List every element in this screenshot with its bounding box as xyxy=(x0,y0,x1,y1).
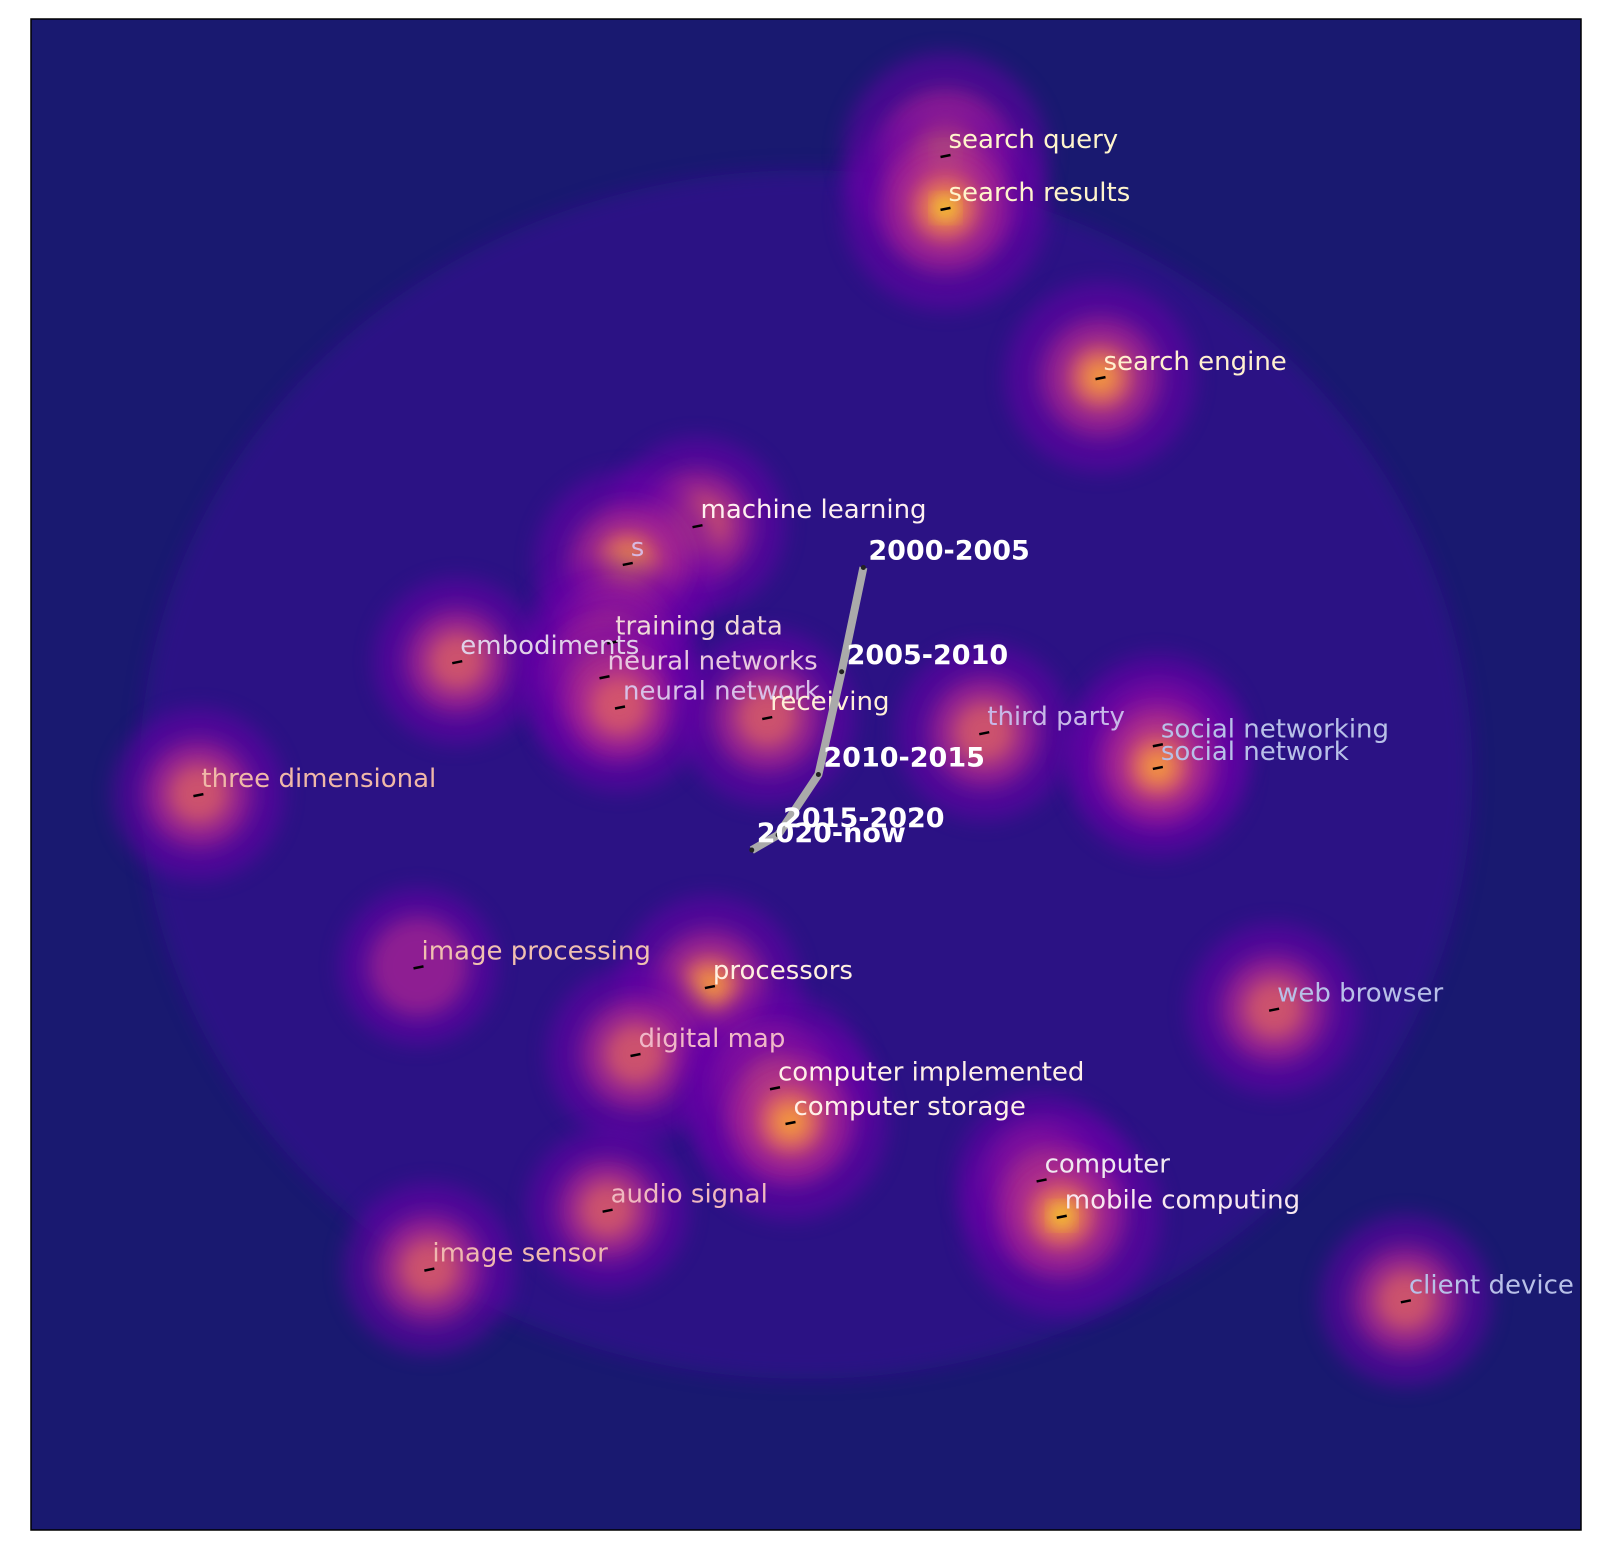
keyword-label: embodiments xyxy=(460,631,639,661)
keyword-computer-storage: computer storage xyxy=(785,1092,1026,1126)
keyword-label: training data xyxy=(615,612,783,642)
keyword-audio-signal: audio signal xyxy=(602,1180,768,1213)
keyword-computer: computer xyxy=(1036,1149,1171,1183)
trajectory-label: 2010-2015 xyxy=(823,743,985,774)
keyword-search-query: search query xyxy=(940,125,1119,159)
keyword-receiving: receiving xyxy=(762,687,889,721)
keyword-label: social networking xyxy=(1161,714,1389,744)
trajectory-label: 2000-2005 xyxy=(868,535,1030,566)
keyword-label: three dimensional xyxy=(201,764,436,794)
trajectory-marker xyxy=(815,772,821,777)
trajectory-marker xyxy=(775,832,781,838)
keyword-label: processors xyxy=(713,956,853,986)
keyword-marker xyxy=(940,153,951,159)
keyword-label: image processing xyxy=(422,936,651,966)
keyword-label: search results xyxy=(949,178,1131,208)
keyword-computer-implemented: computer implemented xyxy=(769,1057,1084,1091)
keyword-marker xyxy=(692,523,703,529)
keyword-social-network: social network xyxy=(1152,737,1349,771)
keyword-label: computer xyxy=(1045,1149,1171,1179)
keyword-marker xyxy=(630,1052,641,1058)
keyword-label: image sensor xyxy=(432,1239,608,1269)
trajectory-label: 2015-2020 xyxy=(783,803,945,834)
trajectory-point-2020-now: 2020-now xyxy=(749,818,906,853)
trajectory-point-2015-2020: 2015-2020 xyxy=(775,803,945,838)
keyword-machine-learning: machine learning xyxy=(692,495,927,529)
keyword-social-networking: social networking xyxy=(1152,714,1389,748)
keyword-label: social network xyxy=(1161,737,1349,767)
keyword-label: client device xyxy=(1409,1270,1574,1300)
keyword-client-device: client device xyxy=(1400,1270,1574,1304)
keyword-mobile-computing: mobile computing xyxy=(1056,1186,1300,1219)
keyword-marker xyxy=(979,730,990,736)
keyword-marker xyxy=(1152,765,1164,771)
keyword-three-dimensional: three dimensional xyxy=(193,764,436,798)
keyword-marker xyxy=(193,792,204,798)
keyword-label: web browser xyxy=(1277,979,1443,1009)
keyword-marker xyxy=(1095,375,1106,381)
keyword-neural-networks: neural networks xyxy=(599,646,818,680)
keyword-label: mobile computing xyxy=(1065,1186,1300,1216)
trajectory-label: 2005-2010 xyxy=(847,640,1009,671)
trajectory-label: 2020-now xyxy=(757,818,906,849)
keyword-marker xyxy=(599,675,610,680)
keyword-image-sensor: image sensor xyxy=(424,1239,608,1272)
keyword-label: machine learning xyxy=(701,495,927,525)
keyword-third-party: third party xyxy=(979,702,1125,736)
keyword-marker xyxy=(1400,1299,1412,1304)
keyword-label: search query xyxy=(949,125,1119,155)
keyword-marker xyxy=(1152,743,1164,748)
keyword-search-engine: search engine xyxy=(1095,347,1287,381)
keyword-marker xyxy=(413,965,424,970)
keyword-marker xyxy=(622,561,633,567)
trajectory-marker xyxy=(839,669,845,675)
trajectory-point-2000-2005: 2000-2005 xyxy=(860,535,1030,570)
trajectory-marker xyxy=(860,564,866,570)
keyword-marker xyxy=(785,1120,796,1126)
keyword-marker xyxy=(1056,1214,1067,1219)
trajectory-point-2010-2015: 2010-2015 xyxy=(815,743,985,777)
keyword-marker xyxy=(602,1208,613,1213)
keyword-marker xyxy=(769,1086,781,1091)
keyword-marker xyxy=(1036,1178,1047,1183)
keyword-label: audio signal xyxy=(611,1180,768,1210)
trajectory: 2000-2005 2005-2010 2010-2015 2015-20202020… xyxy=(749,535,1030,854)
plot-frame xyxy=(30,18,1582,1531)
keyword-embodiments: embodiments xyxy=(452,631,639,665)
keyword-digital-map: digital map xyxy=(630,1024,786,1058)
keyword-label: third party xyxy=(987,702,1125,732)
keyword-neural-network: neural network xyxy=(614,677,820,710)
trajectory-point-2005-2010: 2005-2010 xyxy=(839,640,1008,675)
keyword-training-data: training data xyxy=(607,612,783,645)
keyword-marker xyxy=(1268,1007,1280,1012)
keyword-label: neural network xyxy=(623,677,820,707)
keyword-label: computer implemented xyxy=(778,1057,1084,1087)
keyword-labels: search query search results search engine m… xyxy=(193,125,1574,1304)
keyword-label: search engine xyxy=(1104,347,1287,377)
keyword-marker xyxy=(704,984,716,990)
keyword-marker xyxy=(452,659,463,665)
keyword-s: s xyxy=(622,533,645,567)
keyword-marker xyxy=(607,640,618,645)
trajectory-marker xyxy=(749,847,755,853)
keyword-marker xyxy=(940,206,951,212)
keyword-image-processing: image processing xyxy=(413,936,651,970)
keyword-marker xyxy=(424,1267,435,1272)
keyword-processors: processors xyxy=(704,956,853,990)
keyword-label: s xyxy=(631,533,645,563)
keyword-web-browser: web browser xyxy=(1268,979,1443,1012)
keyword-label: digital map xyxy=(639,1024,786,1054)
keyword-label: neural networks xyxy=(608,646,818,676)
keyword-search-results: search results xyxy=(940,178,1131,212)
keyword-marker xyxy=(762,715,773,721)
keyword-label: computer storage xyxy=(794,1092,1026,1122)
keyword-marker xyxy=(614,705,626,710)
